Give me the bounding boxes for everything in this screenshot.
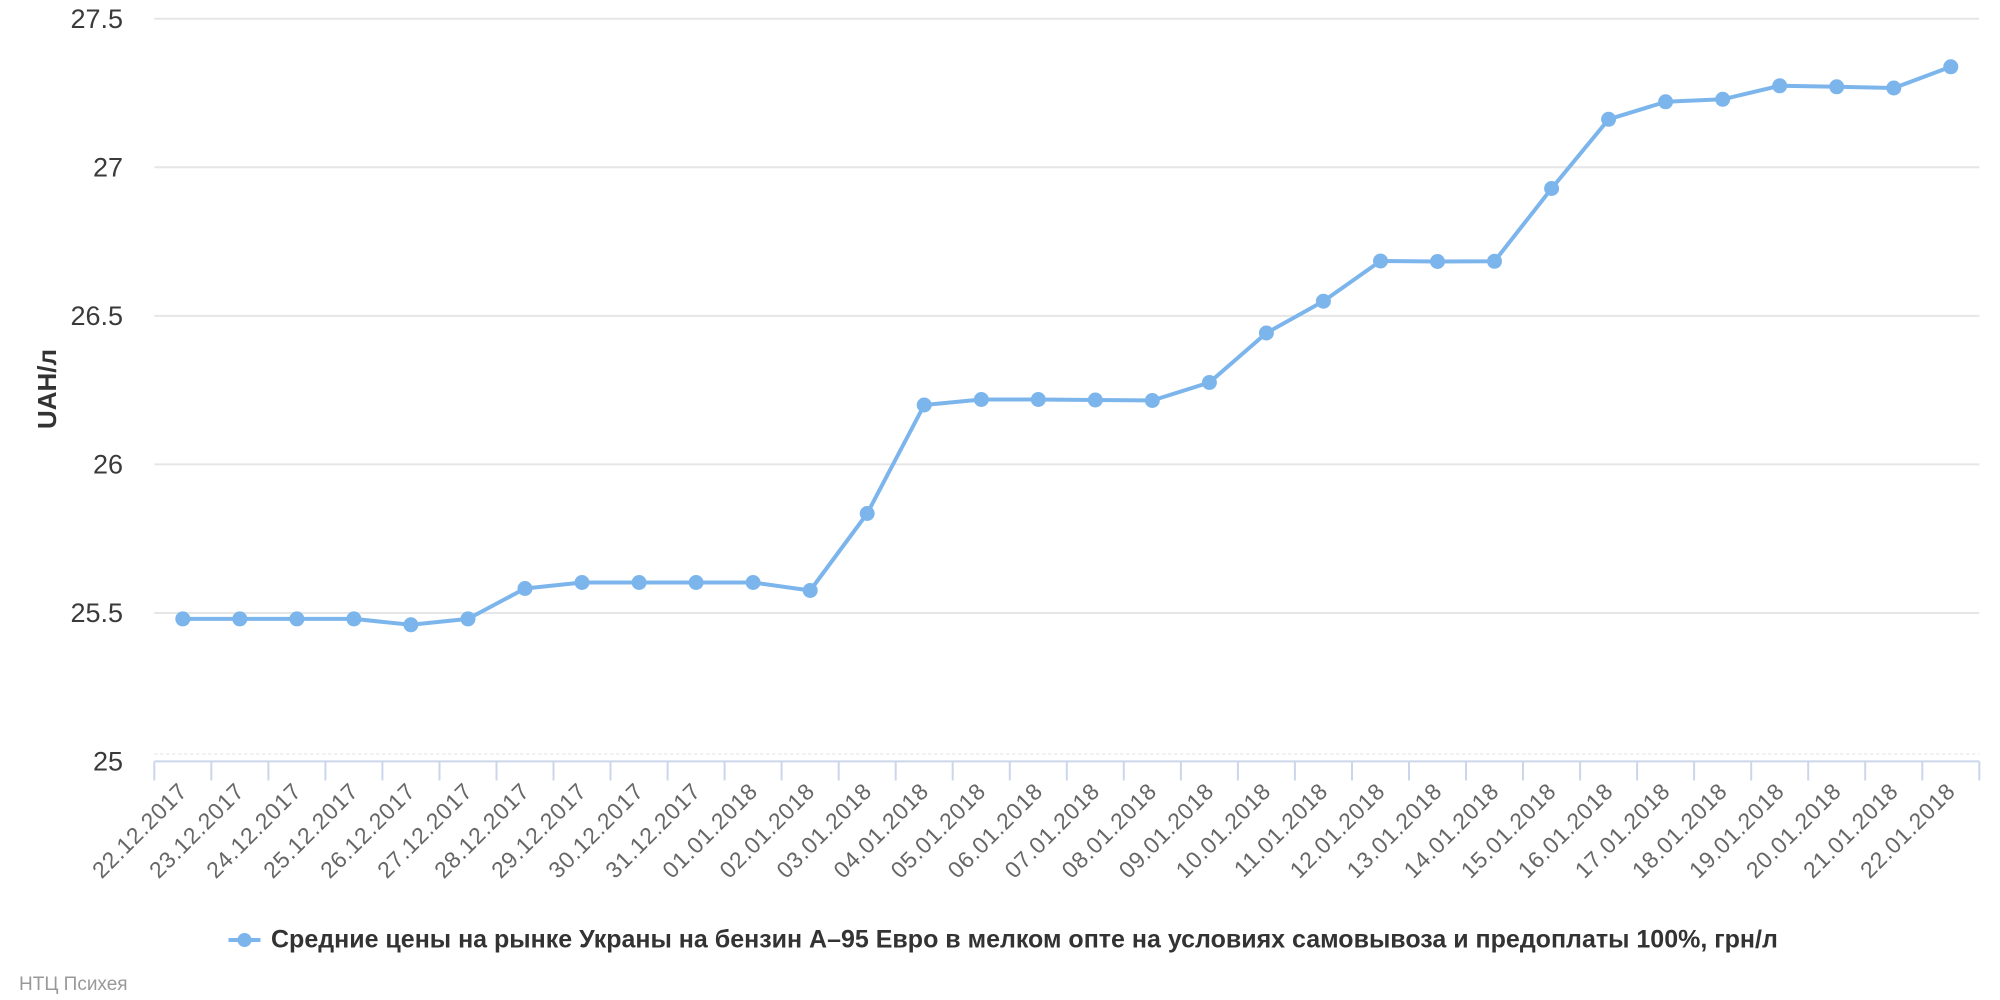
svg-text:Средние цены на рынке Украны н: Средние цены на рынке Украны на бензин А…	[271, 926, 1778, 954]
svg-text:25: 25	[93, 747, 123, 777]
svg-text:НТЦ Психея: НТЦ Психея	[19, 974, 128, 995]
svg-text:26: 26	[93, 449, 123, 479]
svg-text:27: 27	[93, 152, 123, 182]
svg-text:25.5: 25.5	[70, 598, 123, 628]
svg-text:27.5: 27.5	[70, 4, 123, 34]
svg-text:UAH/л: UAH/л	[32, 349, 62, 429]
svg-text:26.5: 26.5	[70, 301, 123, 331]
